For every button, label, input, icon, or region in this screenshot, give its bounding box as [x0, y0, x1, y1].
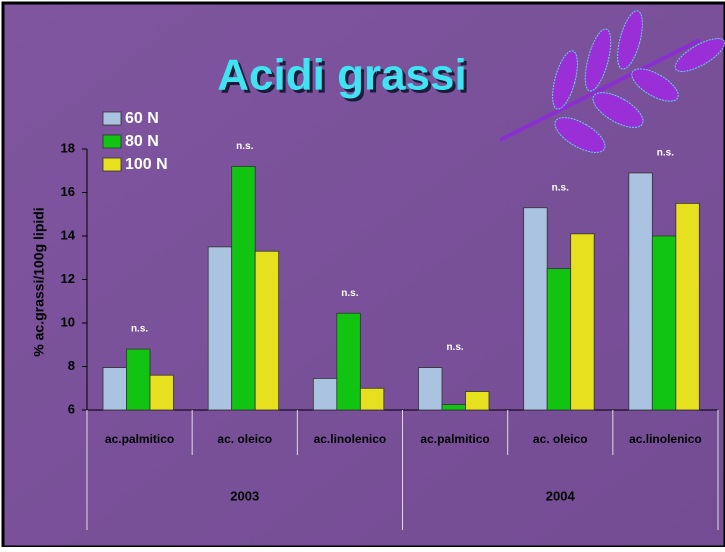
legend-label: 100 N	[125, 156, 168, 173]
bar	[232, 166, 256, 410]
annotation: n.s.	[131, 324, 148, 335]
y-tick-label: 8	[68, 358, 75, 373]
slide: Acidi grassi Acidi grassi % ac.grassi/10…	[0, 0, 725, 547]
bar	[442, 405, 466, 410]
bar	[127, 349, 151, 410]
legend-label: 80 N	[125, 133, 159, 150]
bar	[571, 234, 595, 410]
y-tick-label: 6	[68, 401, 75, 416]
y-tick-label: 16	[61, 184, 75, 199]
chart-title: Acidi grassi	[217, 51, 466, 100]
bar	[337, 313, 361, 410]
bar	[547, 269, 571, 410]
y-tick-label: 18	[61, 140, 75, 155]
y-tick-label: 12	[61, 271, 75, 286]
annotation: n.s.	[236, 141, 253, 152]
annotation: n.s.	[446, 342, 463, 353]
bar	[652, 236, 676, 410]
x-tick-label: ac.palmitico	[105, 432, 174, 446]
bar	[313, 378, 337, 410]
x-tick-label: ac. oleico	[217, 432, 272, 446]
legend-swatch	[103, 135, 121, 148]
bar	[629, 173, 653, 410]
bar	[419, 368, 443, 410]
group-label: 2003	[230, 488, 259, 503]
bar	[360, 388, 384, 410]
x-tick-label: ac.linolenico	[629, 432, 702, 446]
bar	[524, 208, 548, 410]
annotation: n.s.	[552, 182, 569, 193]
annotation: n.s.	[657, 148, 674, 159]
y-tick-label: 14	[61, 227, 76, 242]
y-tick-label: 10	[61, 314, 75, 329]
legend-swatch	[103, 158, 121, 171]
legend-swatch	[103, 112, 121, 125]
annotation: n.s.	[341, 288, 358, 299]
y-axis-label: % ac.grassi/100g lipidi	[31, 207, 47, 356]
bar	[676, 203, 700, 410]
group-label: 2004	[546, 488, 576, 503]
bar	[150, 375, 174, 410]
bar	[255, 251, 279, 410]
x-tick-label: ac. oleico	[533, 432, 588, 446]
bar	[208, 247, 232, 410]
bar	[466, 392, 490, 410]
x-tick-label: ac.linolenico	[314, 432, 387, 446]
legend-label: 60 N	[125, 110, 159, 127]
bar	[103, 368, 127, 410]
x-tick-label: ac.palmitico	[420, 432, 489, 446]
